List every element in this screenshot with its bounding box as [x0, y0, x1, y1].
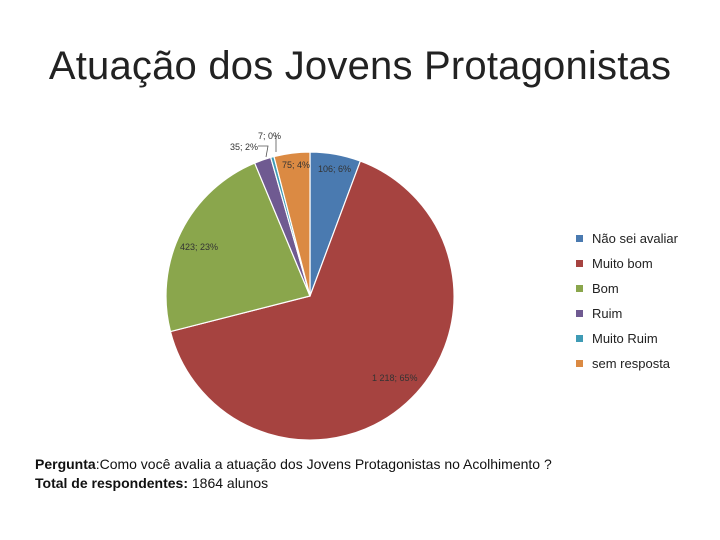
legend-label: Bom	[592, 281, 619, 296]
question-label: Pergunta	[35, 456, 96, 472]
leader-line-muito-ruim	[274, 135, 277, 152]
legend-swatch	[576, 260, 583, 267]
legend-item-bom: Bom	[576, 276, 678, 301]
legend-label: Ruim	[592, 306, 623, 321]
legend-swatch	[576, 360, 583, 367]
legend-item-nao-sei-avaliar: Não sei avaliar	[576, 226, 678, 251]
question-text: :Como você avalia a atuação dos Jovens P…	[95, 456, 552, 472]
total-label: Total de respondentes:	[35, 475, 188, 491]
pie-slice-muito-bom	[169, 160, 455, 441]
legend-swatch	[576, 235, 583, 242]
legend-swatch	[576, 285, 583, 292]
question-line: Pergunta:Como você avalia a atuação dos …	[35, 455, 552, 474]
total-line: Total de respondentes: 1864 alunos	[35, 474, 552, 493]
data-label-nao-sei-avaliar: 106; 6%	[318, 164, 351, 174]
chart-title: Atuação dos Jovens Protagonistas	[48, 44, 672, 88]
pie-slice-sem-resposta	[273, 151, 311, 297]
data-label-muito-ruim: 7; 0%	[258, 131, 281, 141]
leader-line-ruim	[258, 145, 269, 158]
legend-item-sem-resposta: sem resposta	[576, 351, 678, 376]
legend-item-muito-bom: Muito bom	[576, 251, 678, 276]
legend-item-muito-ruim: Muito Ruim	[576, 326, 678, 351]
legend-swatch	[576, 310, 583, 317]
legend-label: Muito bom	[592, 256, 653, 271]
legend-swatch	[576, 335, 583, 342]
data-label-ruim: 35; 2%	[230, 142, 258, 152]
legend-label: sem resposta	[592, 356, 671, 371]
data-label-bom: 423; 23%	[180, 242, 218, 252]
total-text: 1864 alunos	[187, 475, 269, 491]
survey-note: Pergunta:Como você avalia a atuação dos …	[35, 455, 552, 493]
legend: Não sei avaliar Muito bom Bom Ruim Muito…	[576, 226, 678, 376]
data-label-sem-resposta: 75; 4%	[282, 160, 310, 170]
data-label-muito-bom: 1 218; 65%	[372, 373, 418, 383]
legend-item-ruim: Ruim	[576, 301, 678, 326]
pie-slice-bom	[165, 162, 311, 333]
legend-label: Muito Ruim	[592, 331, 658, 346]
legend-label: Não sei avaliar	[592, 231, 678, 246]
